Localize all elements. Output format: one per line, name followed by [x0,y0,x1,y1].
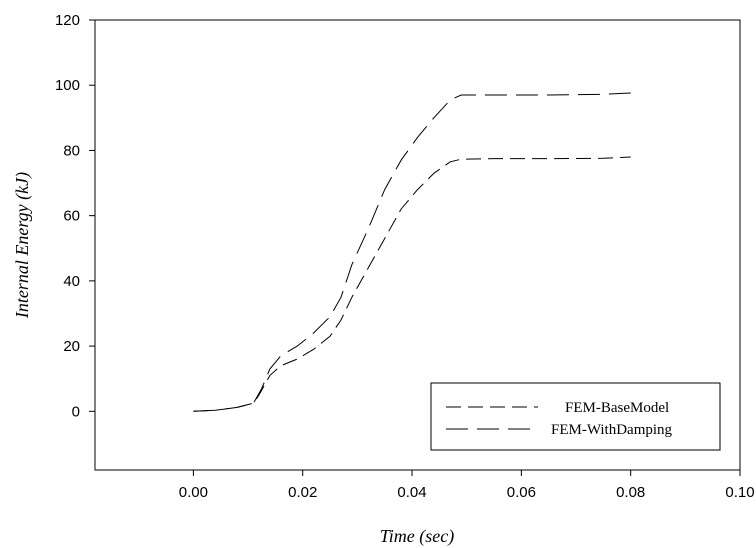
y-tick-label: 100 [55,77,80,94]
x-tick-label: 0.04 [397,484,426,501]
y-tick-label: 20 [63,338,80,355]
x-tick-label: 0.06 [507,484,536,501]
plot-area [94,19,741,471]
y-tick-label: 0 [72,403,80,420]
series-line-with-damping [193,92,631,412]
series-line-base-model [193,156,631,412]
y-tick-label: 120 [55,12,80,29]
legend-label-base-model: FEM-BaseModel [565,400,669,416]
y-axis-ticks: 0 20 40 60 80 100 120 [55,12,95,420]
x-tick-label: 0.10 [725,484,754,501]
y-tick-label: 40 [63,273,80,290]
legend-box [430,382,721,451]
y-axis-title: Internal Energy (kJ) [12,172,33,319]
y-tick-label: 80 [63,142,80,159]
x-tick-label: 0.00 [179,484,208,501]
x-axis-title: Time (sec) [380,526,454,547]
x-tick-label: 0.08 [616,484,645,501]
y-tick-label: 60 [63,208,80,225]
series-layer [193,92,631,412]
legend: FEM-BaseModel FEM-WithDamping [430,382,721,451]
legend-label-with-damping: FEM-WithDamping [551,422,673,438]
x-axis-ticks: 0.00 0.02 0.04 0.06 0.08 0.10 [179,470,755,501]
x-tick-label: 0.02 [288,484,317,501]
